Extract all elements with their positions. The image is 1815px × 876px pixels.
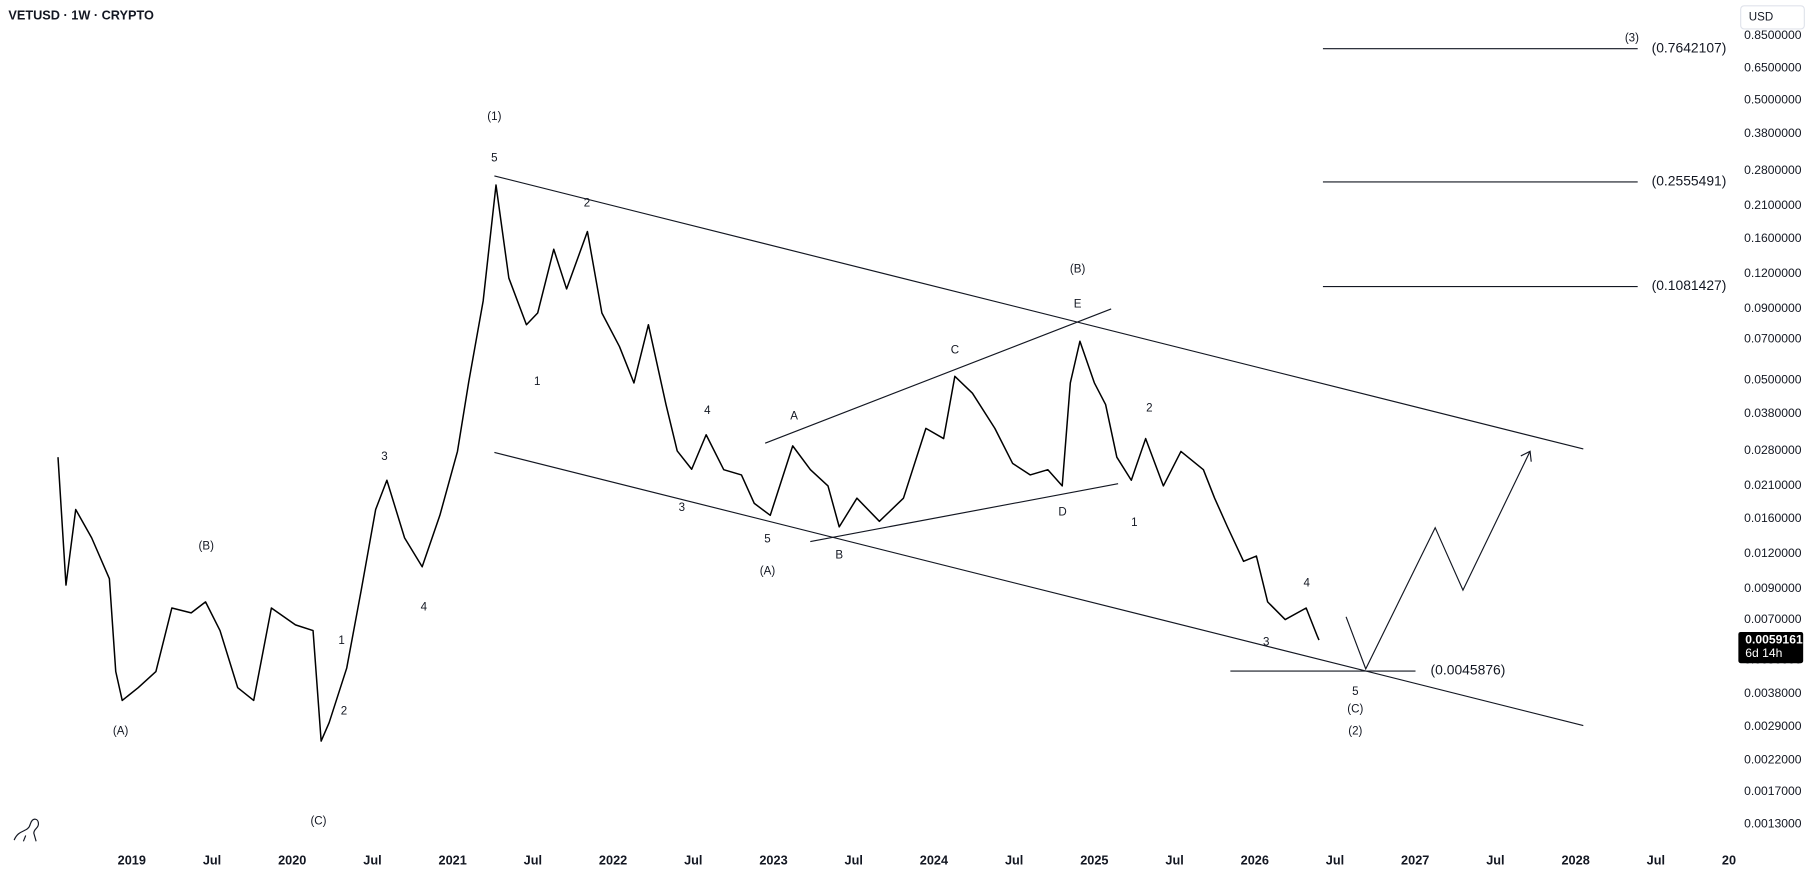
wave-label: (C) <box>310 816 326 828</box>
y-tick-label: 0.0160000 <box>1744 511 1802 525</box>
wave-label: 2 <box>341 706 347 718</box>
x-tick-label: Jul <box>1005 852 1023 867</box>
y-tick-label: 0.6500000 <box>1744 61 1802 75</box>
wave-label: 2 <box>584 198 590 210</box>
y-tick-label: 0.1200000 <box>1744 266 1802 280</box>
x-tick-label: 2022 <box>599 852 627 867</box>
y-tick-label: 0.0500000 <box>1744 373 1802 387</box>
y-tick-label: 0.0900000 <box>1744 301 1802 315</box>
wave-label: (A) <box>760 566 776 578</box>
x-tick-label: 2021 <box>439 852 467 867</box>
x-tick-label: 2028 <box>1561 852 1589 867</box>
wave-label: 4 <box>704 405 711 417</box>
y-tick-label: 0.0029000 <box>1744 719 1802 733</box>
x-tick-label: Jul <box>203 852 221 867</box>
y-tick-label: 0.2100000 <box>1744 198 1802 212</box>
wave-label: 4 <box>1304 577 1311 589</box>
x-tick-label: Jul <box>684 852 702 867</box>
y-tick-label: 0.0380000 <box>1744 406 1802 420</box>
wave-label: (C) <box>1347 703 1363 715</box>
channel-lower <box>494 451 1584 727</box>
wave-label: (B) <box>1070 264 1086 276</box>
x-tick-label: 2019 <box>118 852 146 867</box>
y-tick-label: 0.0210000 <box>1744 478 1802 492</box>
wave-label: 5 <box>1352 686 1358 698</box>
x-tick-label: 2024 <box>920 852 948 867</box>
y-tick-label: 0.0013000 <box>1744 817 1802 831</box>
y-tick-label: 0.0038000 <box>1744 686 1802 700</box>
y-tick-label: 0.0017000 <box>1744 784 1802 798</box>
level-label: (0.7642107) <box>1652 39 1727 55</box>
x-tick-label: 2027 <box>1401 852 1429 867</box>
y-tick-label: 0.0022000 <box>1744 753 1802 767</box>
logo-icon <box>13 818 40 842</box>
y-tick-label: 0.0120000 <box>1744 546 1802 560</box>
y-tick-label: 0.0700000 <box>1744 332 1802 346</box>
y-tick-label: 0.2800000 <box>1744 163 1802 177</box>
wave-label: (3) <box>1625 32 1639 44</box>
level-label: (0.1081427) <box>1652 277 1727 293</box>
y-tick-label: 0.1600000 <box>1744 231 1802 245</box>
y-tick-label: 0.0280000 <box>1744 443 1802 457</box>
x-tick-label: Jul <box>1647 852 1665 867</box>
x-tick-label: Jul <box>845 852 863 867</box>
x-tick-label: 2023 <box>759 852 787 867</box>
currency[interactable]: USD <box>1749 11 1773 23</box>
y-tick-label: 0.8500000 <box>1744 28 1802 42</box>
wave-label: D <box>1058 507 1066 519</box>
price-axis-bg <box>1736 0 1815 876</box>
wave-label: 1 <box>338 635 344 647</box>
wave-label: 3 <box>679 502 685 514</box>
channel-upper <box>494 175 1584 450</box>
x-tick-label: 2020 <box>278 852 306 867</box>
projection-path <box>1345 451 1531 671</box>
wave-label: (A) <box>113 725 129 737</box>
wave-label: 4 <box>421 602 428 614</box>
logo <box>13 818 40 842</box>
wave-label: 5 <box>491 153 497 165</box>
x-tick-label: Jul <box>1486 852 1504 867</box>
wave-label: B <box>835 550 843 562</box>
wave-label: 5 <box>764 533 770 545</box>
wave-label: 1 <box>1131 517 1137 529</box>
drawings <box>494 175 1584 727</box>
wave-label: (B) <box>199 540 215 552</box>
triangle-upper <box>764 308 1112 444</box>
x-tick-label: Jul <box>363 852 381 867</box>
x-tick-label: 2026 <box>1241 852 1269 867</box>
level-label: (0.2555491) <box>1652 173 1727 189</box>
y-tick-label: 0.5000000 <box>1744 92 1802 106</box>
wave-label: 1 <box>534 376 540 388</box>
price-tag-countdown: 6d 14h <box>1745 646 1782 660</box>
y-tick-label: 0.0070000 <box>1744 612 1802 626</box>
projection-arrowhead <box>1520 450 1532 462</box>
x-tick-label: 2025 <box>1080 852 1108 867</box>
x-tick-label: Jul <box>1165 852 1183 867</box>
y-tick-label: 0.0090000 <box>1744 581 1802 595</box>
wave-label: A <box>790 411 798 423</box>
wave-label: 3 <box>381 451 387 463</box>
wave-label: (2) <box>1348 725 1362 737</box>
wave-label: (1) <box>487 111 501 123</box>
triangle-lower <box>810 483 1119 543</box>
wave-label: C <box>951 345 959 357</box>
wave-label: E <box>1074 298 1082 310</box>
symbol-title: VETUSD · 1W · CRYPTO <box>8 8 154 23</box>
x-tick-label: Jul <box>524 852 542 867</box>
y-tick-label: 0.3800000 <box>1744 126 1802 140</box>
x-tick-label: Jul <box>1326 852 1344 867</box>
price-tag-value: 0.0059161 <box>1745 632 1803 646</box>
wave-label: 2 <box>1146 403 1152 415</box>
currency-box[interactable] <box>1740 5 1805 30</box>
price-axis-corner <box>1736 850 1815 876</box>
wave-label: 3 <box>1263 636 1269 648</box>
price-line <box>57 184 1320 742</box>
level-label: (0.0045876) <box>1431 662 1506 678</box>
price-tag <box>1738 631 1804 664</box>
